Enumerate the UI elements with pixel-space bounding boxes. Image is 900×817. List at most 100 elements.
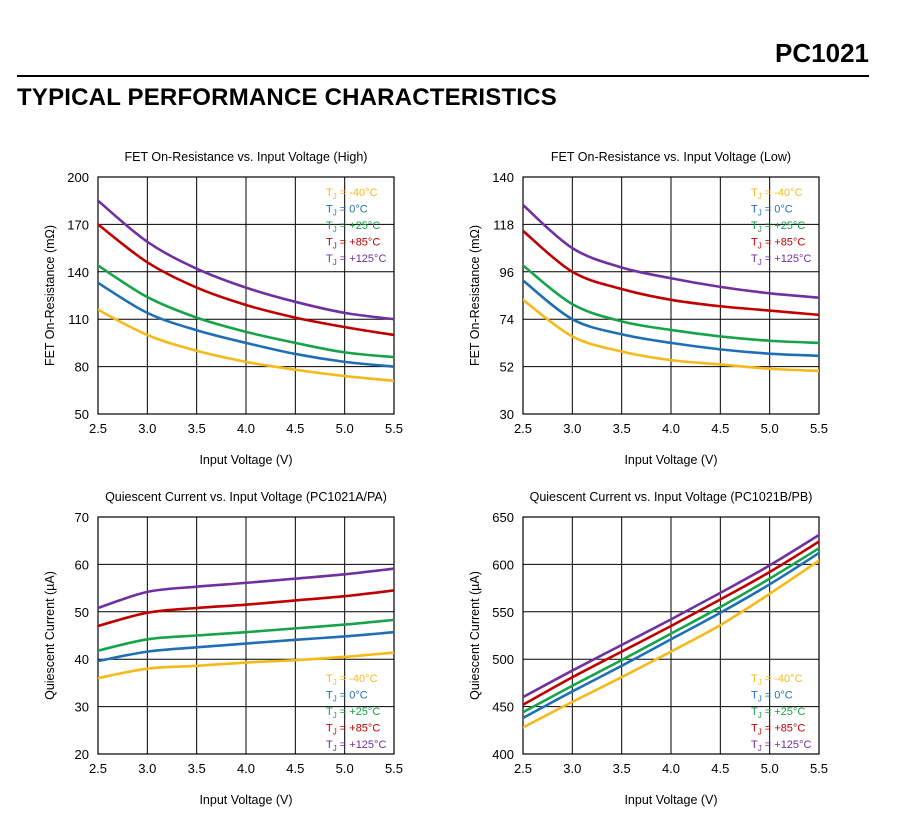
series-line-1 <box>98 281 394 368</box>
series-group <box>98 567 394 680</box>
chart-title: Quiescent Current vs. Input Voltage (PC1… <box>530 490 813 504</box>
legend-entry: TJ = -40°C <box>326 187 378 201</box>
series-group <box>523 533 819 729</box>
plot-frame <box>522 516 820 755</box>
series-line-0 <box>523 559 819 729</box>
y-tick-label: 50 <box>75 605 89 620</box>
x-tick-label: 3.5 <box>188 421 206 436</box>
x-tick-label: 5.5 <box>810 761 828 776</box>
chart-svg: Quiescent Current vs. Input Voltage (PC1… <box>43 490 403 807</box>
chart-quiescent-current-a: Quiescent Current vs. Input Voltage (PC1… <box>30 480 450 810</box>
y-tick-label: 140 <box>492 170 514 185</box>
header-rule <box>17 75 869 77</box>
x-tick-label: 3.5 <box>613 761 631 776</box>
x-tick-label: 3.0 <box>138 421 156 436</box>
y-axis-label: Quiescent Current (µA) <box>43 571 57 700</box>
y-tick-label: 80 <box>75 360 89 375</box>
x-axis-label: Input Voltage (V) <box>199 453 292 467</box>
x-tick-label: 5.0 <box>336 421 354 436</box>
x-tick-label: 3.0 <box>138 761 156 776</box>
x-tick-label: 5.5 <box>810 421 828 436</box>
y-tick-label: 140 <box>67 265 89 280</box>
series-line-0 <box>98 308 394 383</box>
y-tick-label: 400 <box>492 747 514 762</box>
legend-entry: TJ = -40°C <box>751 673 803 687</box>
x-tick-label: 2.5 <box>514 421 532 436</box>
y-tick-label: 40 <box>75 652 89 667</box>
y-tick-label: 60 <box>75 557 89 572</box>
part-number: PC1021 <box>775 38 869 68</box>
chart-svg: FET On-Resistance vs. Input Voltage (Low… <box>468 150 828 467</box>
x-tick-label: 5.5 <box>385 421 403 436</box>
y-tick-label: 20 <box>75 747 89 762</box>
legend-entry: TJ = -40°C <box>326 673 378 687</box>
chart-title: FET On-Resistance vs. Input Voltage (Low… <box>551 150 791 164</box>
series-line-1 <box>523 279 819 358</box>
x-tick-label: 5.5 <box>385 761 403 776</box>
series-line-4 <box>98 199 394 321</box>
legend-entry: TJ = +125°C <box>751 253 811 267</box>
series-line-3 <box>523 229 819 317</box>
legend-entry: TJ = +25°C <box>326 220 380 234</box>
x-tick-label: 4.5 <box>286 421 304 436</box>
x-tick-label: 5.0 <box>761 421 779 436</box>
y-tick-label: 96 <box>500 265 514 280</box>
x-tick-label: 3.5 <box>613 421 631 436</box>
y-tick-label: 50 <box>75 407 89 422</box>
chart-quiescent-current-b: Quiescent Current vs. Input Voltage (PC1… <box>455 480 875 810</box>
y-tick-label: 30 <box>500 407 514 422</box>
x-tick-label: 4.0 <box>237 761 255 776</box>
series-line-2 <box>523 546 819 714</box>
series-line-2 <box>523 264 819 345</box>
plot-frame <box>97 176 395 415</box>
legend-entry: TJ = 0°C <box>326 690 368 704</box>
chart-svg: FET On-Resistance vs. Input Voltage (Hig… <box>43 150 403 467</box>
legend-entry: TJ = -40°C <box>751 187 803 201</box>
legend-entry: TJ = +85°C <box>326 237 380 251</box>
x-tick-label: 4.0 <box>662 761 680 776</box>
x-tick-label: 3.5 <box>188 761 206 776</box>
series-line-4 <box>523 203 819 299</box>
x-axis-label: Input Voltage (V) <box>624 453 717 467</box>
chart-fet-resistance-low: FET On-Resistance vs. Input Voltage (Low… <box>455 140 875 470</box>
y-axis-label: FET On-Resistance (mΩ) <box>43 225 57 366</box>
x-tick-label: 2.5 <box>514 761 532 776</box>
x-axis-label: Input Voltage (V) <box>199 793 292 807</box>
y-axis-label: FET On-Resistance (mΩ) <box>468 225 482 366</box>
y-tick-label: 200 <box>67 170 89 185</box>
series-line-1 <box>98 630 394 663</box>
y-tick-label: 118 <box>493 217 514 232</box>
legend-entry: TJ = +85°C <box>326 723 380 737</box>
legend-entry: TJ = +85°C <box>751 237 805 251</box>
y-tick-label: 74 <box>500 312 514 327</box>
y-tick-label: 110 <box>68 312 89 327</box>
x-tick-label: 4.5 <box>711 761 729 776</box>
legend-entry: TJ = +25°C <box>326 706 380 720</box>
y-tick-label: 450 <box>492 700 514 715</box>
y-tick-label: 550 <box>492 605 514 620</box>
chart-title: FET On-Resistance vs. Input Voltage (Hig… <box>125 150 368 164</box>
x-tick-label: 3.0 <box>563 761 581 776</box>
series-line-2 <box>98 618 394 652</box>
y-tick-label: 52 <box>500 360 514 375</box>
series-group <box>523 203 819 373</box>
y-tick-label: 650 <box>492 510 514 525</box>
series-line-4 <box>98 567 394 610</box>
series-line-1 <box>523 551 819 720</box>
legend-entry: TJ = +25°C <box>751 706 805 720</box>
legend-entry: TJ = +125°C <box>751 739 811 753</box>
series-line-3 <box>523 540 819 706</box>
series-line-2 <box>98 264 394 359</box>
x-tick-label: 2.5 <box>89 421 107 436</box>
series-group <box>98 199 394 383</box>
legend-entry: TJ = 0°C <box>751 204 793 218</box>
legend-entry: TJ = +85°C <box>751 723 805 737</box>
x-axis-label: Input Voltage (V) <box>624 793 717 807</box>
x-tick-label: 3.0 <box>563 421 581 436</box>
series-line-3 <box>98 589 394 628</box>
series-line-4 <box>523 533 819 699</box>
legend-entry: TJ = +25°C <box>751 220 805 234</box>
series-line-0 <box>98 651 394 680</box>
plot-frame <box>97 516 395 755</box>
x-tick-label: 5.0 <box>336 761 354 776</box>
